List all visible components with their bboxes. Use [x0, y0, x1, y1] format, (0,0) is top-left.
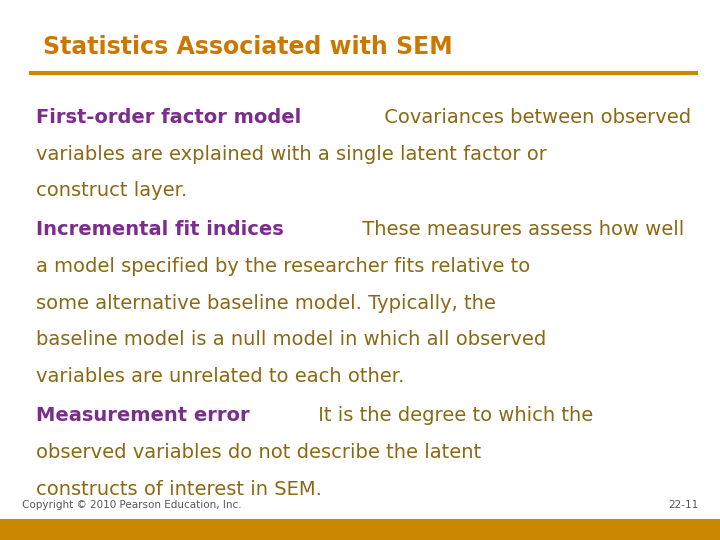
Text: These measures assess how well: These measures assess how well: [356, 220, 684, 239]
Text: Measurement error: Measurement error: [36, 406, 250, 425]
Text: 22-11: 22-11: [668, 500, 698, 510]
Text: a model specified by the researcher fits relative to: a model specified by the researcher fits…: [36, 257, 530, 276]
Text: Covariances between observed: Covariances between observed: [378, 108, 691, 127]
Text: variables are unrelated to each other.: variables are unrelated to each other.: [36, 367, 405, 386]
Text: construct layer.: construct layer.: [36, 181, 187, 200]
Text: It is the degree to which the: It is the degree to which the: [312, 406, 593, 425]
Bar: [0, 519, 720, 540]
Text: Statistics Associated with SEM: Statistics Associated with SEM: [43, 35, 453, 59]
Text: observed variables do not describe the latent: observed variables do not describe the l…: [36, 443, 481, 462]
Text: variables are explained with a single latent factor or: variables are explained with a single la…: [36, 145, 547, 164]
Text: Copyright © 2010 Pearson Education, Inc.: Copyright © 2010 Pearson Education, Inc.: [22, 500, 241, 510]
Text: some alternative baseline model. Typically, the: some alternative baseline model. Typical…: [36, 294, 496, 313]
Text: Incremental fit indices: Incremental fit indices: [36, 220, 284, 239]
Text: constructs of interest in SEM.: constructs of interest in SEM.: [36, 480, 322, 498]
Text: First-order factor model: First-order factor model: [36, 108, 301, 127]
Text: baseline model is a null model in which all observed: baseline model is a null model in which …: [36, 330, 546, 349]
